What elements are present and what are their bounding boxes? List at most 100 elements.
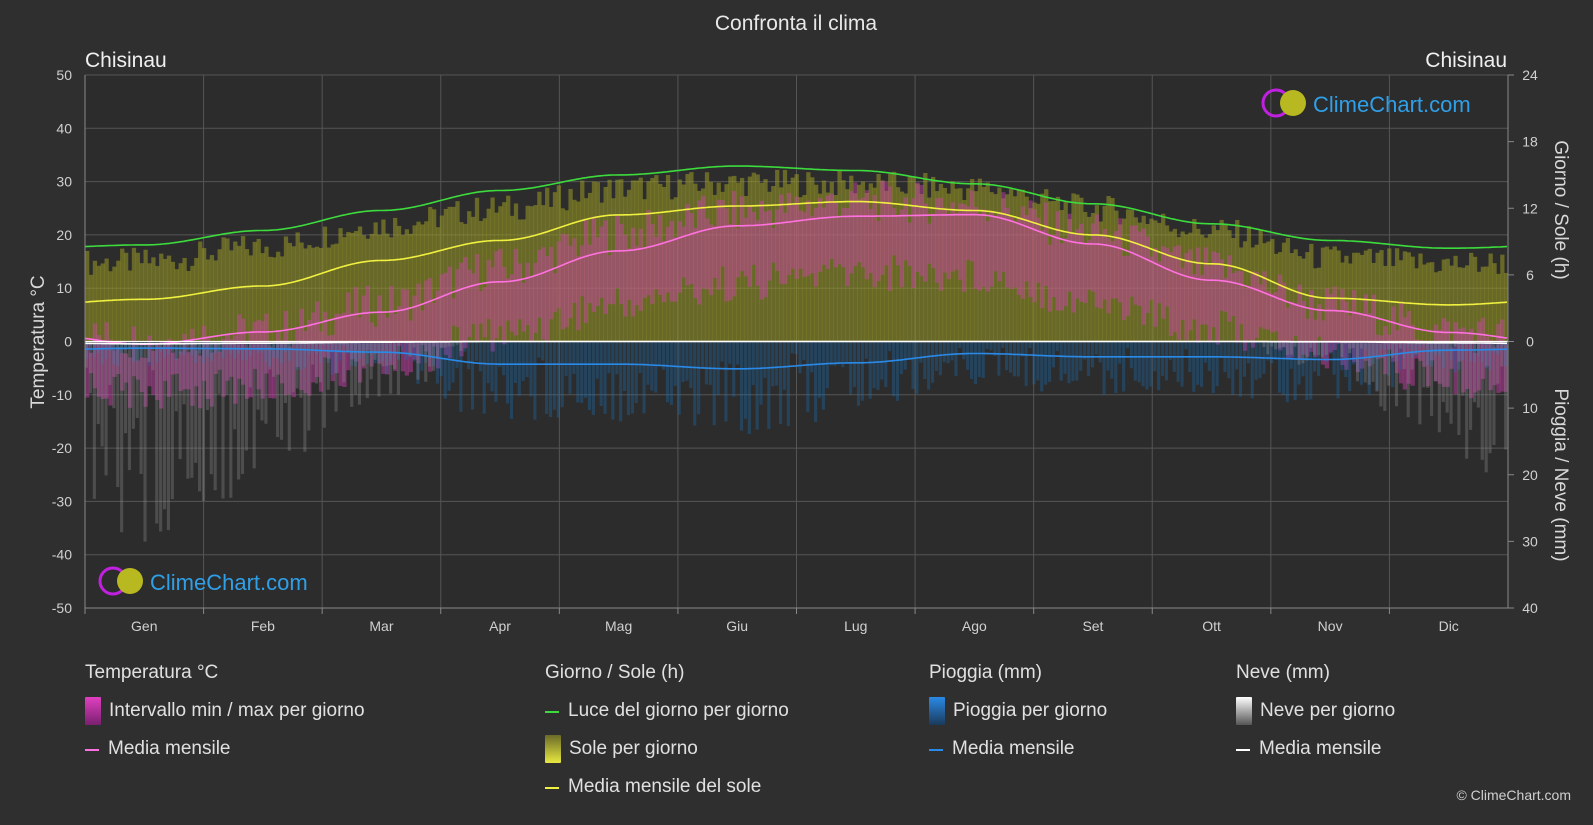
snow-bar <box>338 341 342 353</box>
rain-bar <box>1359 341 1363 385</box>
temp-range-bar <box>272 350 277 399</box>
y-right-top-tick-label: 0 <box>1526 334 1534 350</box>
temp-range-bar <box>1145 236 1150 314</box>
temp-range-bar <box>997 213 1002 282</box>
temp-range-bar <box>821 207 827 265</box>
y-axis-left-label: Temperatura °C <box>28 275 49 408</box>
sunshine-bar <box>159 253 164 342</box>
temp-range-bar <box>689 212 694 285</box>
rain-bar <box>1005 341 1009 371</box>
x-tick-label: Giu <box>726 618 748 634</box>
rain-bar <box>147 341 151 366</box>
temp-range-bar <box>747 206 753 287</box>
y-right-top-tick-label: 18 <box>1522 134 1538 150</box>
temp-range-bar <box>1281 282 1287 348</box>
sunshine-bar <box>408 233 413 342</box>
sunshine-bar <box>361 235 367 342</box>
temp-range-bar <box>182 333 187 390</box>
sunshine-bar <box>962 200 967 342</box>
sunshine-bar <box>108 271 113 342</box>
temp-range-bar <box>1164 247 1170 307</box>
y-left-tick-label: -10 <box>52 387 72 403</box>
rain-bar <box>545 341 549 414</box>
rain-bar <box>1242 341 1247 377</box>
sunshine-bar <box>1211 225 1217 342</box>
temp-range-bar <box>88 352 94 374</box>
temp-range-bar <box>237 314 242 379</box>
rain-bar <box>1433 341 1438 355</box>
temp-range-bar <box>174 358 179 374</box>
snow-bar <box>92 341 96 499</box>
sunshine-bar <box>564 210 569 342</box>
snow-bar <box>342 341 346 383</box>
sunshine-bar <box>915 183 920 342</box>
snow-bar <box>1309 341 1313 348</box>
sunshine-bar <box>634 180 640 342</box>
temp-range-bar <box>1149 256 1154 300</box>
sunshine-bar <box>1020 189 1025 342</box>
legend-sun-title: Giorno / Sole (h) <box>545 662 685 683</box>
temp-range-bar <box>162 344 168 381</box>
temp-range-bar <box>170 352 176 375</box>
temp-range-bar <box>428 277 433 372</box>
snow-bar <box>311 341 315 365</box>
sunshine-bar <box>677 179 682 342</box>
temp-range-bar <box>931 213 936 269</box>
temp-range-bar <box>724 208 729 302</box>
rain-bar <box>1063 341 1067 374</box>
sunshine-bar <box>872 187 877 342</box>
temp-range-bar <box>256 319 261 390</box>
rain-bar <box>498 341 502 367</box>
temp-range-bar <box>1293 302 1298 336</box>
legend-label: Media mensile del sole <box>568 776 762 797</box>
sunshine-bar <box>350 232 355 342</box>
rain-bar <box>490 341 494 392</box>
rain-bar <box>1161 341 1165 376</box>
rain-bar <box>482 341 486 414</box>
snow-bar <box>135 341 139 418</box>
sunshine-bar <box>1336 250 1341 342</box>
rain-bar <box>856 341 861 406</box>
snow-bar <box>385 341 389 366</box>
sunshine-bar <box>354 231 359 342</box>
snow-bar <box>318 341 323 383</box>
sunshine-bar <box>1316 267 1322 342</box>
y-axis-right-top-label: Giorno / Sole (h) <box>1550 140 1571 279</box>
rain-bar <box>704 341 709 385</box>
snow-bar <box>225 341 229 395</box>
temp-range-bar <box>841 207 846 268</box>
temp-range-bar <box>482 287 487 338</box>
temp-range-bar <box>404 289 409 376</box>
temp-range-bar <box>1036 217 1041 283</box>
sunshine-bar <box>1137 222 1142 342</box>
sunshine-bar <box>654 175 659 342</box>
temp-range-bar <box>225 334 230 381</box>
y-left-tick-label: -40 <box>52 547 72 563</box>
temp-range-bar <box>1433 324 1439 382</box>
sunshine-bar <box>681 184 686 342</box>
snow-bar <box>143 341 147 542</box>
x-tick-label: Nov <box>1318 618 1343 634</box>
snow-bar <box>303 341 307 452</box>
rain-bar <box>1258 341 1262 379</box>
temp-range-bar <box>623 235 628 317</box>
sunshine-bar <box>404 229 409 342</box>
rain-bar <box>1094 341 1098 355</box>
sunshine-bar <box>529 206 534 342</box>
rain-bar <box>669 341 673 405</box>
rain-bar <box>350 341 354 366</box>
sunshine-bar <box>919 193 924 342</box>
legend-label: Media mensile <box>952 738 1075 759</box>
temp-range-bar <box>1297 284 1302 360</box>
snow-bar <box>299 341 303 398</box>
sunshine-bar <box>276 251 281 342</box>
temp-range-bar <box>198 355 203 409</box>
legend-item-sunshine-mean: Media mensile del sole <box>545 776 789 814</box>
snow-bar <box>1375 341 1379 392</box>
sunshine-bar <box>568 188 573 342</box>
rain-bar <box>915 341 919 394</box>
rain-bar <box>584 341 588 398</box>
sunshine-bar <box>1352 252 1357 342</box>
sunshine-bar <box>755 174 760 342</box>
temp-range-bar <box>1430 344 1435 361</box>
